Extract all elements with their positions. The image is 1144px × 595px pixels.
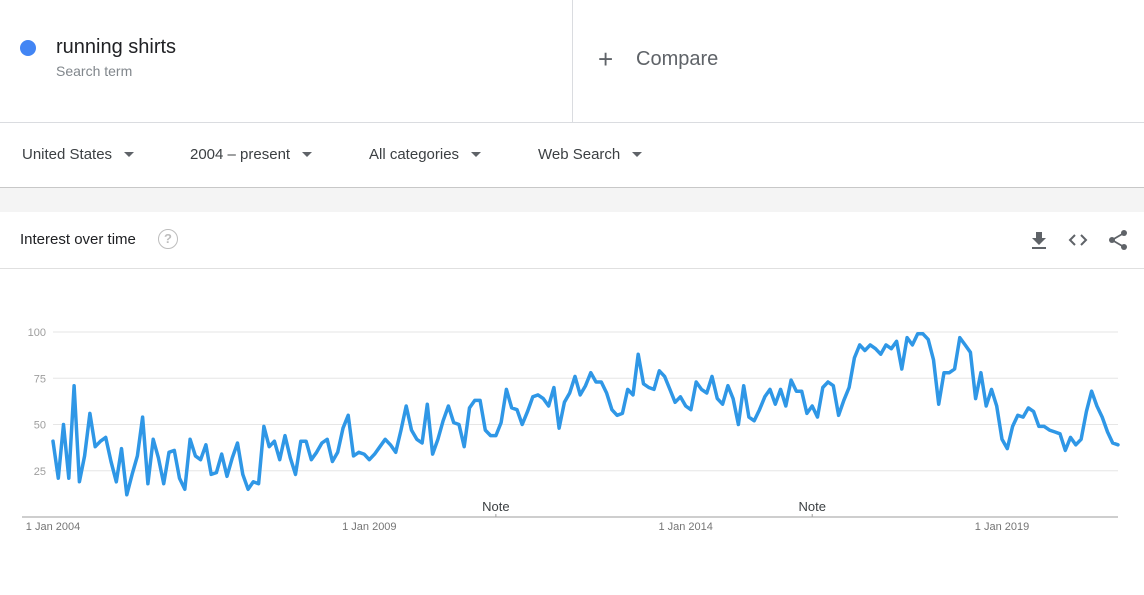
section-divider	[0, 188, 1144, 212]
y-tick-label: 100	[28, 327, 46, 339]
filter-bar: United States 2004 – present All categor…	[0, 123, 1144, 188]
compare-label: Compare	[636, 47, 719, 70]
x-tick-label: 1 Jan 2014	[658, 521, 712, 533]
plus-icon: +	[598, 44, 614, 74]
region-filter-dropdown[interactable]: United States	[22, 146, 135, 163]
search-type-filter-label: Web Search	[538, 146, 621, 163]
card-title: Interest over time	[20, 231, 136, 248]
series-line	[51, 332, 1120, 497]
series-color-dot	[20, 40, 36, 56]
y-tick-label: 50	[34, 420, 46, 432]
time-range-filter-dropdown[interactable]: 2004 – present	[190, 146, 313, 163]
note-label: Note	[482, 499, 509, 514]
interest-over-time-chart[interactable]: 25 50 75 100 Note Note 1 Jan 2004 1 Jan 2009 1 J…	[0, 268, 1144, 595]
region-filter-label: United States	[22, 146, 113, 163]
time-range-filter-label: 2004 – present	[190, 146, 291, 163]
search-term-name[interactable]: running shirts	[56, 36, 177, 58]
x-tick-label: 1 Jan 2004	[26, 521, 80, 533]
interest-card-header: Interest over time ?	[0, 212, 1144, 269]
chevron-down-icon	[471, 152, 482, 157]
search-term-card[interactable]: running shirts Search term	[0, 0, 573, 122]
download-icon[interactable]	[1027, 228, 1051, 252]
help-icon[interactable]: ?	[158, 229, 178, 249]
search-term-subtitle: Search term	[56, 63, 133, 79]
y-tick-label: 25	[34, 466, 46, 478]
category-filter-label: All categories	[369, 146, 460, 163]
embed-code-icon[interactable]	[1066, 228, 1090, 252]
category-filter-dropdown[interactable]: All categories	[369, 146, 482, 163]
chevron-down-icon	[302, 152, 313, 157]
x-tick-label: 1 Jan 2019	[975, 521, 1029, 533]
chevron-down-icon	[124, 152, 135, 157]
chevron-down-icon	[632, 152, 643, 157]
share-icon[interactable]	[1106, 228, 1130, 252]
x-tick-label: 1 Jan 2009	[342, 521, 396, 533]
note-label: Note	[798, 499, 825, 514]
search-term-bar: running shirts Search term + Compare	[0, 0, 1144, 123]
y-tick-label: 75	[34, 373, 46, 385]
search-type-filter-dropdown[interactable]: Web Search	[538, 146, 643, 163]
compare-button[interactable]: + Compare	[598, 46, 718, 72]
